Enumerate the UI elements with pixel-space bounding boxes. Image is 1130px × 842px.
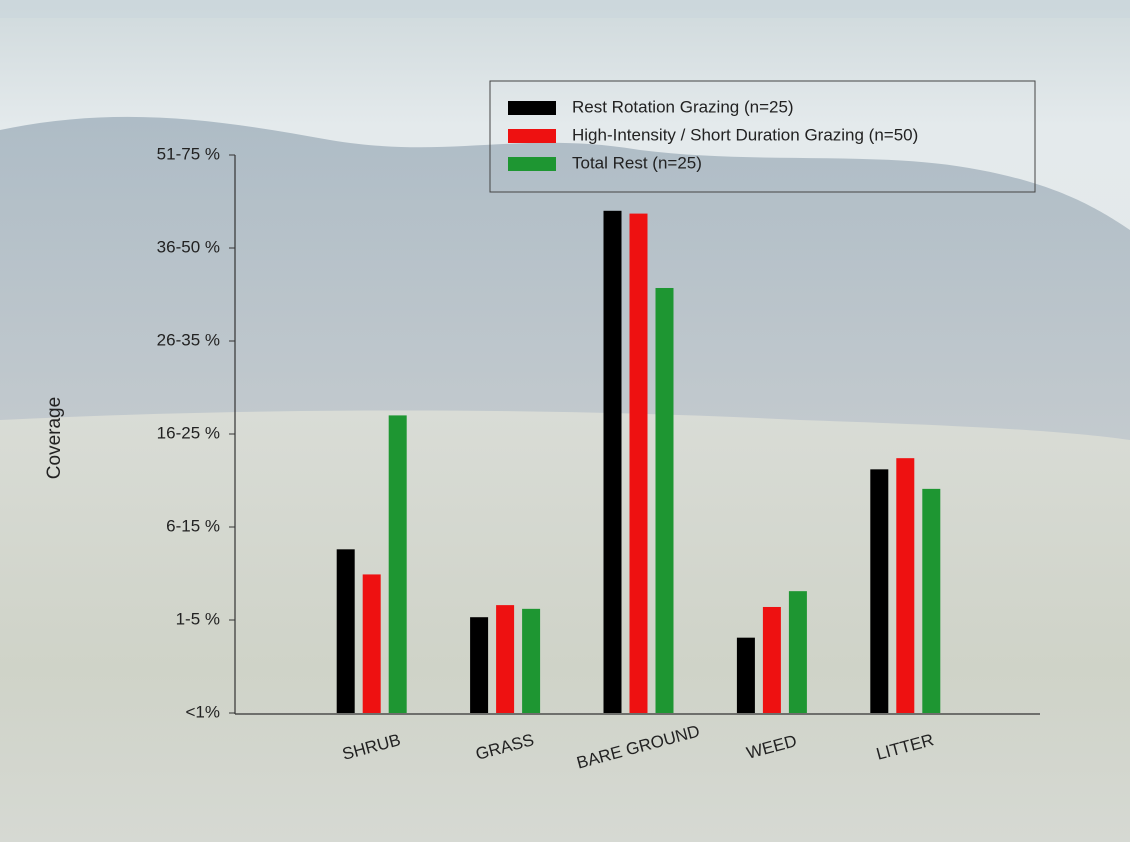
y-tick-label: <1% (186, 702, 221, 721)
legend-swatch (508, 157, 556, 171)
bar (922, 488, 941, 713)
y-axis-label: Coverage (44, 397, 65, 479)
mountains (0, 116, 1130, 441)
bar (603, 210, 622, 714)
ground (0, 410, 1130, 842)
bar (336, 549, 355, 713)
bar (470, 617, 489, 713)
bar (496, 605, 515, 713)
legend-label: Total Rest (n=25) (572, 153, 702, 172)
y-tick-label: 51-75 % (157, 144, 220, 163)
bar (629, 213, 648, 713)
bar (655, 287, 674, 713)
y-tick-label: 1-5 % (176, 609, 220, 628)
legend-label: High-Intensity / Short Duration Grazing … (572, 125, 918, 144)
bar (736, 637, 755, 713)
bar (788, 591, 807, 713)
bar (870, 469, 889, 713)
bar (896, 458, 915, 713)
y-tick-label: 36-50 % (157, 237, 220, 256)
legend-label: Rest Rotation Grazing (n=25) (572, 97, 794, 116)
y-tick-label: 26-35 % (157, 330, 220, 349)
y-tick-label: 16-25 % (157, 423, 220, 442)
bar (522, 608, 541, 713)
legend-swatch (508, 129, 556, 143)
bar (388, 415, 407, 713)
legend-swatch (508, 101, 556, 115)
legend-box (489, 80, 1036, 193)
y-tick-label: 6-15 % (166, 516, 220, 535)
top-band (0, 0, 1130, 18)
bar (362, 574, 381, 713)
bar (762, 606, 781, 713)
